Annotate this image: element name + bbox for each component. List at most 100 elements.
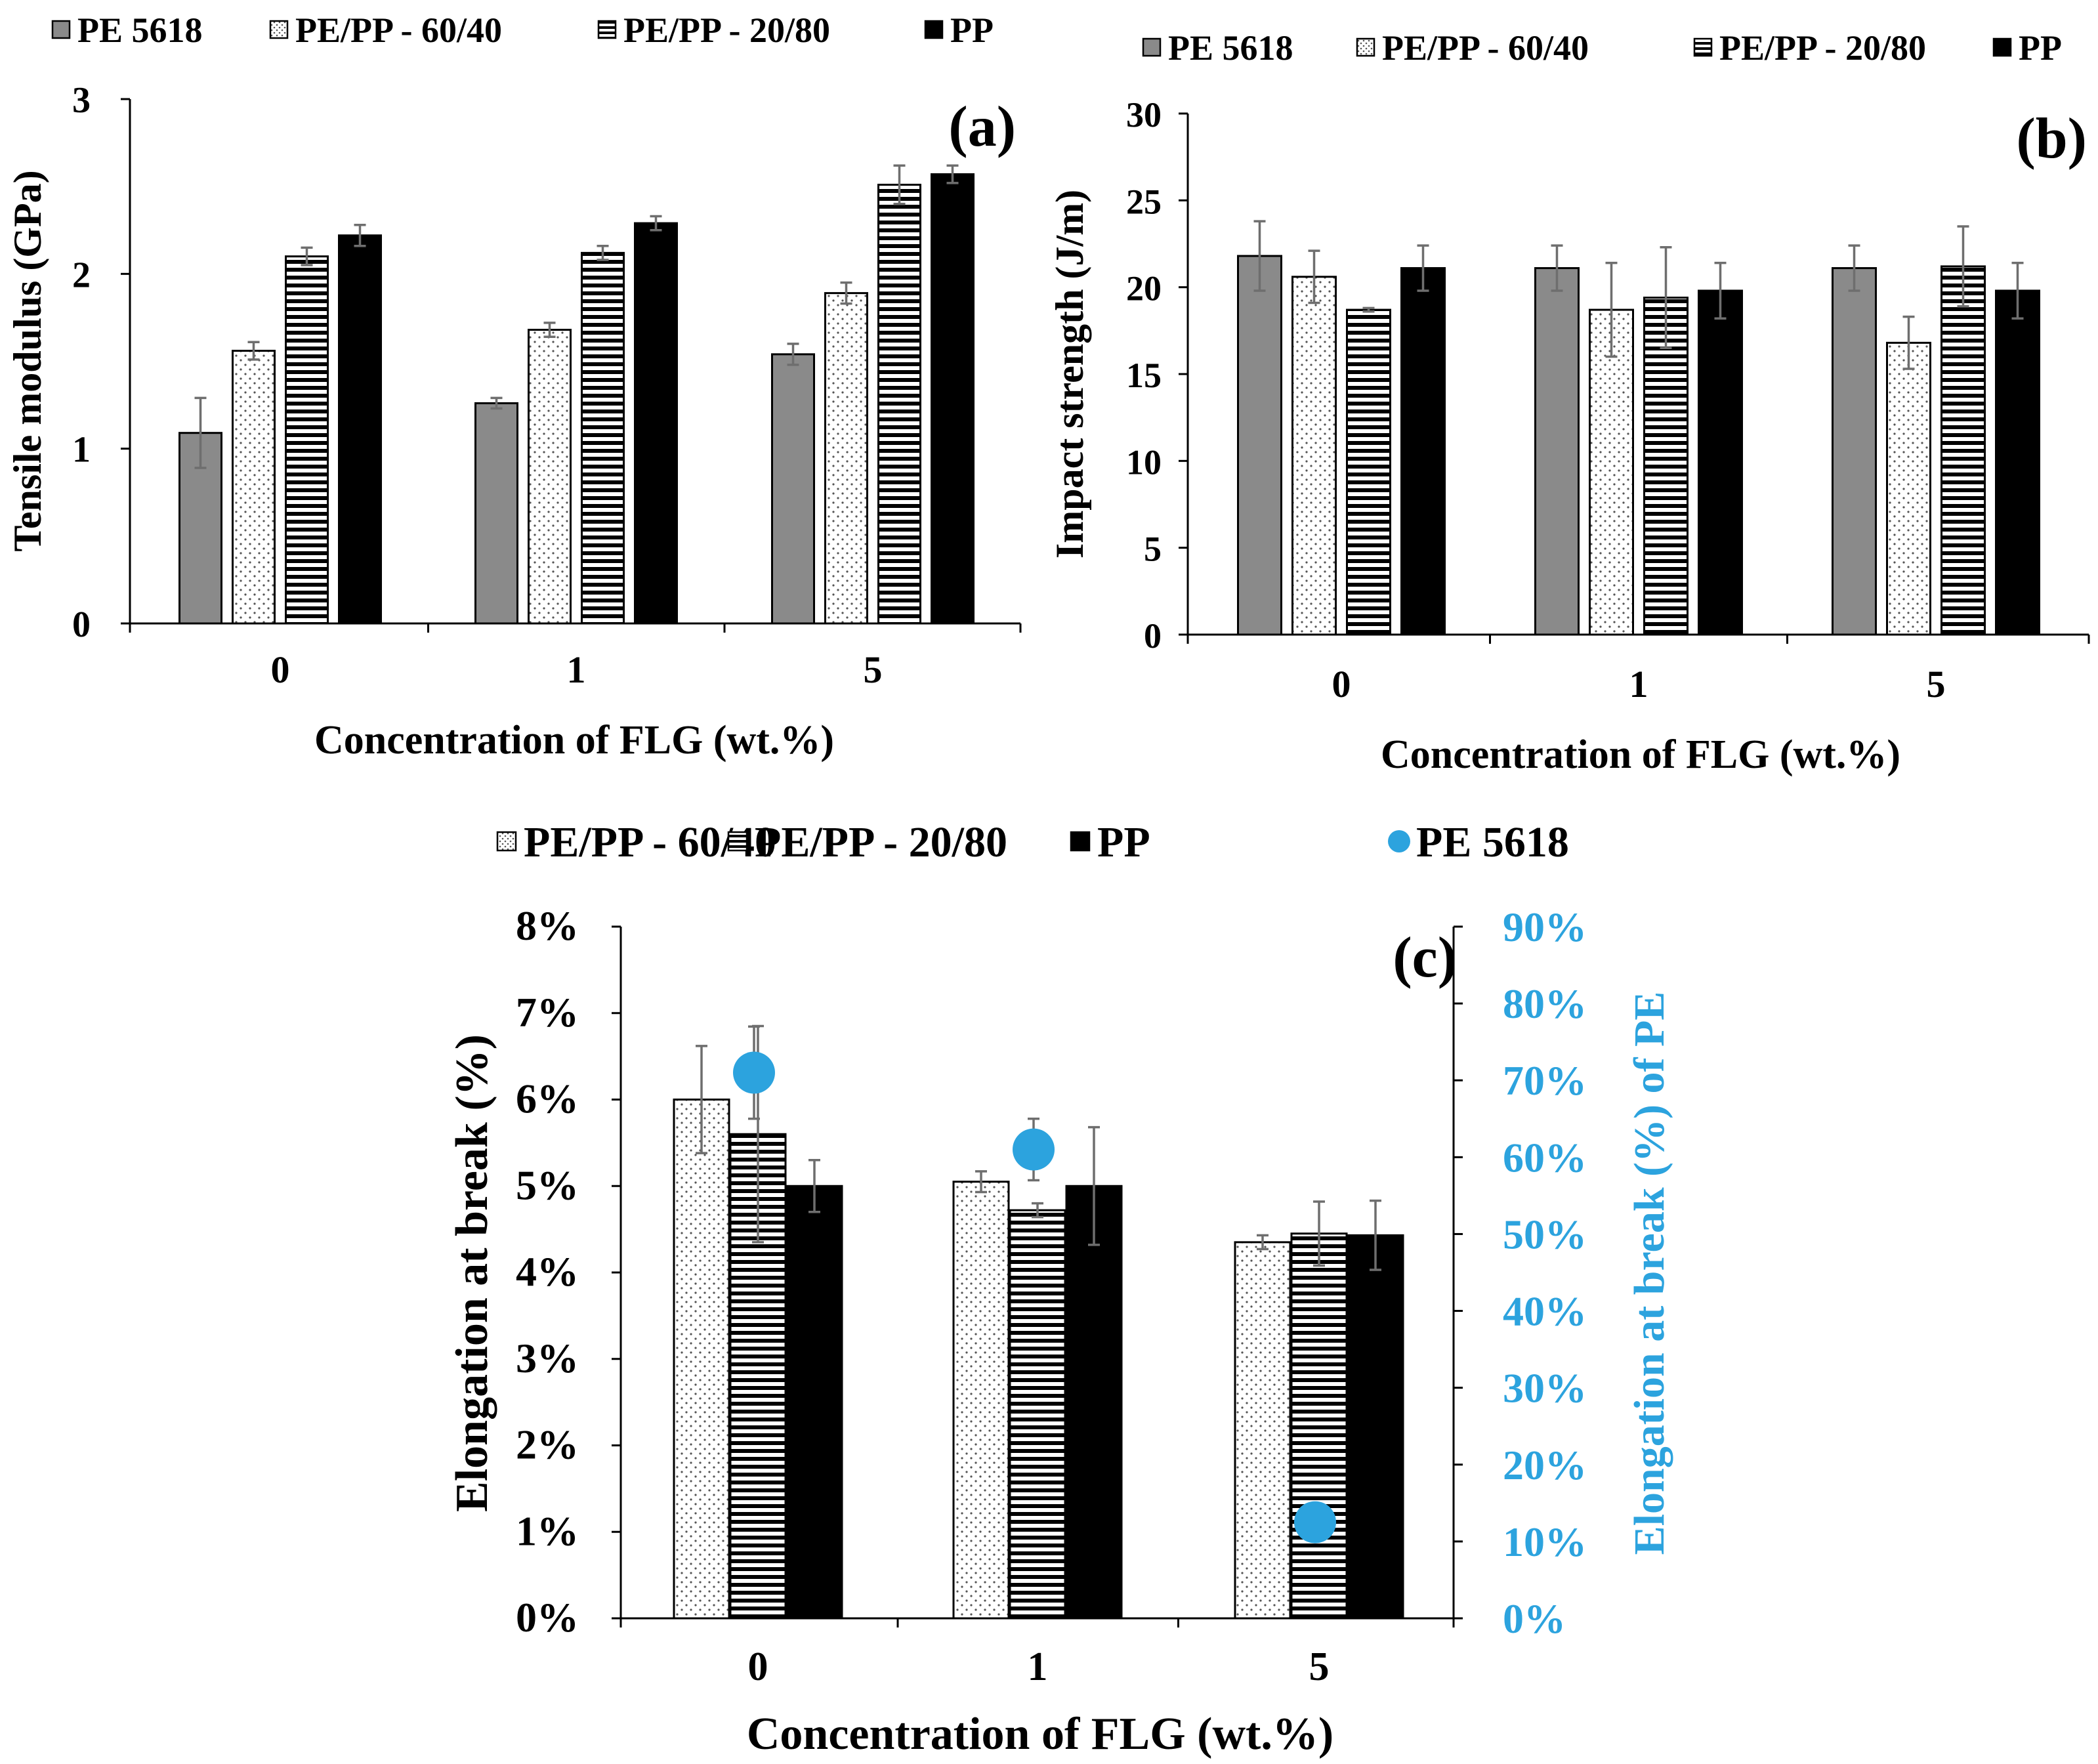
legend-item-pe-5618: PE 5618 xyxy=(51,10,203,50)
error-bar-pe-pp-60-40-flg-0 xyxy=(247,341,260,361)
error-bar-pe-pp-20-80-flg-5 xyxy=(1313,1200,1325,1267)
panel-c-plot: 0% 10% 20% 30% 40% 50% 60% 70% 80% 90% 0% 1% 2% 3% 4% 5… xyxy=(516,902,1587,1689)
panel-b-x-axis-title: Concentration of FLG (wt.%) xyxy=(1381,732,1900,777)
secondary-y-tick-label: 10% xyxy=(1503,1519,1587,1565)
error-bar-pp-flg-5 xyxy=(1370,1199,1381,1271)
legend-label-pe-5618: PE 5618 xyxy=(1168,28,1293,68)
panel-b-legend: PE 5618 PE/PP - 60/40 PE/PP - 20/80 PP xyxy=(1142,28,2062,68)
legend-swatch-pe-pp-60-40 xyxy=(496,831,517,852)
bar-pe-pp-20-80-flg-5 xyxy=(1290,1232,1348,1620)
x-category-label-5: 5 xyxy=(1927,663,1946,705)
error-bar-pe-pp-20-80-flg-1 xyxy=(597,244,609,261)
secondary-y-tick-label: 80% xyxy=(1503,980,1587,1027)
legend-label-pp: PP xyxy=(2019,28,2062,68)
bar-pe-pp-20-80-flg-0 xyxy=(1346,308,1391,636)
error-bar-pe-pp-60-40-flg-0 xyxy=(1308,249,1320,304)
bar-pp-flg-1 xyxy=(1698,289,1743,636)
y-tick-label: 1% xyxy=(516,1507,579,1554)
bar-pe-pp-60-40-flg-5 xyxy=(1886,341,1931,636)
secondary-y-tick-label: 90% xyxy=(1503,904,1587,950)
legend-swatch-pe-pp-60-40 xyxy=(269,20,289,39)
legend-item-pp: PP xyxy=(1992,28,2062,68)
error-bar-pe-pp-60-40-flg-0 xyxy=(696,1045,707,1154)
legend-swatch-pe-5618 xyxy=(1388,830,1410,852)
legend-swatch-pe-5618 xyxy=(1142,37,1162,57)
legend-label-pe-pp-20-80: PE/PP - 20/80 xyxy=(1719,28,1926,68)
legend-item-pe-5618: PE 5618 xyxy=(1388,818,1569,866)
error-bar-pp-flg-1 xyxy=(1714,261,1727,320)
legend-label-pe-5618: PE 5618 xyxy=(1416,818,1569,866)
legend-swatch-pp xyxy=(1070,831,1091,852)
panel-b-impact-strength: PE 5618 PE/PP - 60/40 PE/PP - 20/80 PP 0510… xyxy=(1048,28,2090,777)
y-tick-label: 0% xyxy=(516,1594,579,1641)
y-tick-label: 3% xyxy=(516,1335,579,1381)
legend-swatch-pe-5618 xyxy=(51,20,71,39)
x-category-label-5: 5 xyxy=(1309,1645,1330,1689)
error-bar-pe-5618-flg-0 xyxy=(194,396,207,469)
legend-swatch-pe-pp-20-80 xyxy=(597,20,617,39)
legend-swatch-pe-pp-20-80 xyxy=(1693,37,1713,57)
error-bar-pe-5618-flg-5 xyxy=(1848,244,1860,292)
panel-c-label: (c) xyxy=(1393,926,1457,990)
legend-swatch-pe-pp-60-40 xyxy=(1356,37,1375,57)
bar-pe-pp-60-40-flg-5 xyxy=(824,292,868,625)
panel-a-x-axis-title: Concentration of FLG (wt.%) xyxy=(314,718,834,763)
bar-pe-pp-60-40-flg-1 xyxy=(952,1181,1010,1620)
bar-pe-5618-flg-1 xyxy=(474,402,518,625)
bar-pe-pp-20-80-flg-1 xyxy=(581,251,625,625)
point-pe-5618-flg-1 xyxy=(1013,1128,1055,1171)
error-bar-pp-flg-0 xyxy=(354,224,366,247)
y-tick-label: 15 xyxy=(1126,356,1162,395)
error-bar-pe-pp-60-40-flg-1 xyxy=(1605,261,1618,358)
y-tick-label: 5 xyxy=(1144,530,1162,569)
error-bar-pe-5618-flg-1 xyxy=(490,396,503,410)
legend-swatch-pp xyxy=(924,20,944,39)
error-bar-pp-flg-5 xyxy=(2011,261,2024,320)
bar-pe-pp-60-40-flg-0 xyxy=(232,350,276,625)
panel-a-label: (a) xyxy=(948,95,1016,159)
legend-item-pe-pp-60-40: PE/PP - 60/40 xyxy=(269,10,502,50)
x-category-label-5: 5 xyxy=(864,648,883,691)
error-bar-pe-5618-flg-5 xyxy=(787,343,799,366)
legend-item-pp: PP xyxy=(924,10,994,50)
legend-label-pe-pp-20-80: PE/PP - 20/80 xyxy=(755,818,1007,866)
y-tick-label: 2% xyxy=(516,1421,579,1468)
y-tick-label: 2 xyxy=(72,255,91,295)
y-tick-label: 25 xyxy=(1126,182,1162,221)
legend-swatch-pe-pp-20-80 xyxy=(727,831,748,852)
panel-c-x-axis-title: Concentration of FLG (wt.%) xyxy=(747,1709,1333,1759)
bar-pe-5618-flg-0 xyxy=(1237,255,1282,636)
panel-c-secondary-y-axis-title: Elongation at break (%) of PE xyxy=(1626,992,1673,1555)
error-bar-pp-flg-1 xyxy=(650,215,662,232)
secondary-y-tick-label: 30% xyxy=(1503,1365,1587,1412)
y-tick-label: 5% xyxy=(516,1162,579,1208)
y-tick-label: 30 xyxy=(1126,95,1162,135)
legend-item-pe-pp-20-80: PE/PP - 20/80 xyxy=(727,818,1007,866)
legend-swatch-pp xyxy=(1992,37,2012,57)
x-category-label-0: 0 xyxy=(748,1645,768,1689)
error-bar-pp-flg-0 xyxy=(808,1158,820,1213)
legend-item-pp: PP xyxy=(1070,818,1150,866)
legend-label-pe-pp-20-80: PE/PP - 20/80 xyxy=(623,10,830,50)
legend-label-pp: PP xyxy=(1097,818,1150,866)
error-bar-pp-flg-0 xyxy=(1417,244,1429,292)
panel-c-y-axis-title: Elongation at break (%) xyxy=(447,1034,497,1512)
y-tick-label: 1 xyxy=(72,430,91,471)
bar-pe-pp-20-80-flg-0 xyxy=(285,255,329,625)
bar-pe-pp-20-80-flg-5 xyxy=(1941,265,1986,636)
panel-b-label: (b) xyxy=(2016,107,2087,171)
x-category-label-0: 0 xyxy=(1332,663,1351,705)
x-category-label-1: 1 xyxy=(1629,663,1648,705)
y-tick-label: 0 xyxy=(72,604,91,645)
secondary-y-tick-label: 50% xyxy=(1503,1211,1587,1257)
legend-label-pe-pp-60-40: PE/PP - 60/40 xyxy=(1382,28,1589,68)
bar-pp-flg-5 xyxy=(931,173,975,625)
bar-pe-pp-20-80-flg-1 xyxy=(1009,1209,1066,1620)
bar-pe-5618-flg-5 xyxy=(1832,267,1877,636)
bar-pe-pp-60-40-flg-0 xyxy=(1291,276,1337,636)
error-bar-pe-pp-20-80-flg-5 xyxy=(893,164,906,205)
x-category-label-0: 0 xyxy=(271,648,290,691)
